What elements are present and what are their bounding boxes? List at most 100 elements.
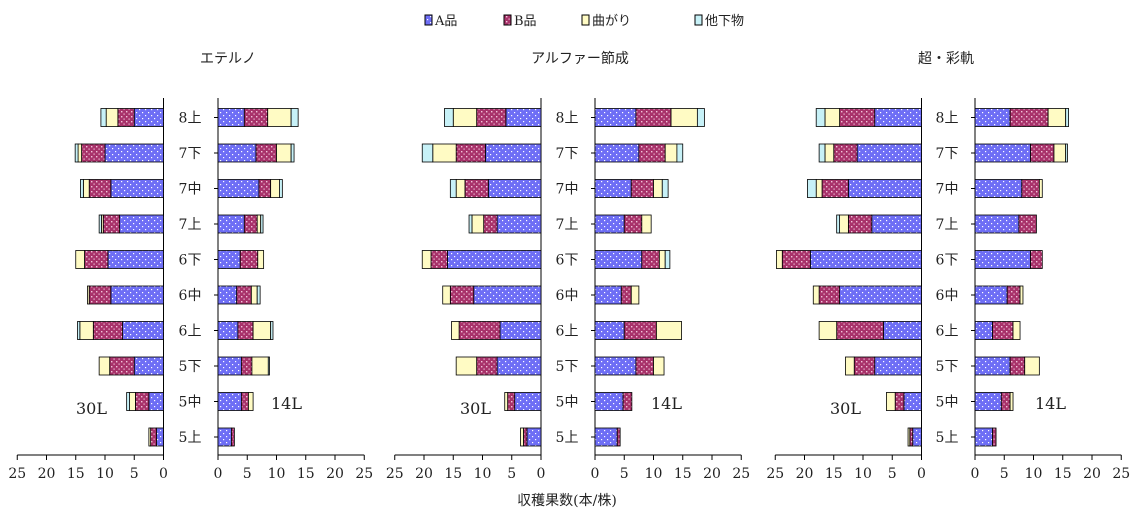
panel-2-right-bar-d <box>661 179 669 198</box>
panel-1-right-bar-c <box>256 214 262 234</box>
panel-2-category-label: 7中 <box>556 182 579 198</box>
panel-3-left-bar-b <box>821 179 849 198</box>
panel-1-left-tick-label: 0 <box>159 466 168 482</box>
panel-1-category-label: 8上 <box>179 111 202 127</box>
panel-1-right-bar-d <box>279 179 283 198</box>
panel-1-right-bar-c <box>250 285 258 305</box>
panel-1-right-bar-d <box>290 108 299 127</box>
panel-3-left-label: 30L <box>830 399 861 418</box>
panel-3-category-label: 7上 <box>936 217 959 233</box>
panel-2-right-bar-b <box>638 143 666 163</box>
panel-1-right-bar-c <box>257 250 265 269</box>
x-axis-label: 収穫果数(本/株) <box>517 493 617 509</box>
panel-2-right-tick-label: 0 <box>591 466 600 482</box>
panel-1-right-bar-a <box>217 108 245 127</box>
panel-3-category-label: 5下 <box>936 359 959 375</box>
panel-3-right-bar-a <box>974 321 993 340</box>
panel-2-right-bar-b <box>623 214 643 234</box>
legend-label-c: 曲がり <box>592 14 631 29</box>
panel-2-right-bar-c <box>653 179 663 198</box>
panel-2-right-bar-b <box>620 285 632 305</box>
panel-2-left-tick-label: 5 <box>507 466 516 482</box>
panel-3-right-bar-c <box>1024 356 1040 376</box>
panel-1-category-label: 7下 <box>179 146 202 162</box>
panel-2-category-label: 6上 <box>556 324 579 340</box>
panel-3-left-tick-label: 20 <box>796 466 814 482</box>
panel-3-right-bar-b <box>1030 143 1055 163</box>
panel-2-left-tick-label: 20 <box>415 466 433 482</box>
panel-3-right-bar-b <box>1009 108 1049 127</box>
panel-1-right-bar-b <box>243 108 269 127</box>
panel-2-right-bar-a <box>594 214 625 234</box>
panel-1-right-tick-label: 20 <box>326 466 344 482</box>
panel-2-right-bar-b <box>622 392 633 411</box>
panel-2-right-bar-a <box>594 108 637 127</box>
panel-3-left-bar-a <box>871 214 922 234</box>
panel-2-right-bar-b <box>641 250 660 269</box>
panel-1-right-bar-d <box>256 285 261 305</box>
panel-2-category-label: 6下 <box>556 253 579 269</box>
panel-2-left-bar-c <box>451 321 460 340</box>
panel-2-right-bar-b <box>616 427 621 447</box>
panel-1-left-bar-d <box>126 392 130 411</box>
panel-2-right-bar-a <box>594 392 624 411</box>
panel-3-left-bar-b <box>839 108 876 127</box>
panel-3-right-bar-a <box>974 285 1008 305</box>
panel-3-left-bar-b <box>836 321 884 340</box>
panel-3-right-bar-b <box>992 427 997 447</box>
panel-3-right-bar-b <box>1006 285 1021 305</box>
panel-2-right-bar-c <box>641 214 652 234</box>
panel-2-category-label: 7上 <box>556 217 579 233</box>
panel-3-right-bar-a <box>974 356 1011 376</box>
panel-3-right-bar-b <box>1030 250 1043 269</box>
panel-2-right-tick-label: 5 <box>620 466 629 482</box>
panel-1-left-bar-d <box>77 321 81 340</box>
panel-1-left-bar-b <box>109 356 135 376</box>
panel-3-right-tick-label: 15 <box>1054 466 1072 482</box>
panel-1-left-bar-d <box>80 179 84 198</box>
panel-2-left-bar-b <box>523 427 528 447</box>
panel-3-category-label: 6下 <box>936 253 959 269</box>
panel-3-right-bar-a <box>974 108 1011 127</box>
panel-2-left-bar-d <box>421 143 434 163</box>
panel-2-right-tick-label: 20 <box>703 466 721 482</box>
panel-3-left-bar-c <box>824 108 840 127</box>
panel-2-right-bar-a <box>594 321 625 340</box>
panel-3-right-bar-b <box>1021 179 1040 198</box>
panel-2-right-bar-a <box>594 356 637 376</box>
panel-1-left-bar-a <box>133 108 164 127</box>
panel-1-left-label: 30L <box>76 399 107 418</box>
panel-1-right-bar-a <box>217 392 242 411</box>
legend-item-c: 曲がり <box>581 14 631 29</box>
panel-2-left-label: 30L <box>460 399 491 418</box>
panel-3-left-bar-c <box>907 427 911 447</box>
panel-1-right-bar-b <box>258 179 272 198</box>
panel-2-left-bar-a <box>487 179 542 198</box>
panel-2-right-label: 14L <box>651 394 682 413</box>
panel-3-left-bar-a <box>874 356 922 376</box>
panel-1-left-bar-a <box>133 356 164 376</box>
panel-3-left-bar-b <box>847 214 873 234</box>
panel-3-left-bar-b <box>781 250 811 269</box>
panel-1-left-bar-a <box>148 392 164 411</box>
panel-3-left-bar-b <box>909 427 914 447</box>
panel-2-left-bar-c <box>520 427 524 447</box>
panel-2-right-bar-a <box>594 427 618 447</box>
panel-2-left-bar-c <box>442 285 451 305</box>
panel-3-category-label: 5中 <box>936 395 959 411</box>
panel-2-left-bar-c <box>455 356 478 376</box>
panel-2-left-bar-a <box>473 285 542 305</box>
panel-3-left-bar-a <box>856 143 922 163</box>
panel-2-right-bar-d <box>696 108 705 127</box>
panel-2-left-tick-label: 25 <box>386 466 404 482</box>
panel-2-right-bar-d <box>676 143 684 163</box>
panel-2-category-label: 6中 <box>556 288 579 304</box>
panel-1-left-bar-a <box>110 285 164 305</box>
panel-3-right-bar-a <box>974 392 1002 411</box>
panel-2-left-bar-c <box>432 143 457 163</box>
panel-1-left-bar-b <box>117 108 135 127</box>
panel-1-right-bar-a <box>217 250 241 269</box>
panel-2-left-bar-a <box>505 108 542 127</box>
panel-3-left-bar-c <box>776 250 783 269</box>
